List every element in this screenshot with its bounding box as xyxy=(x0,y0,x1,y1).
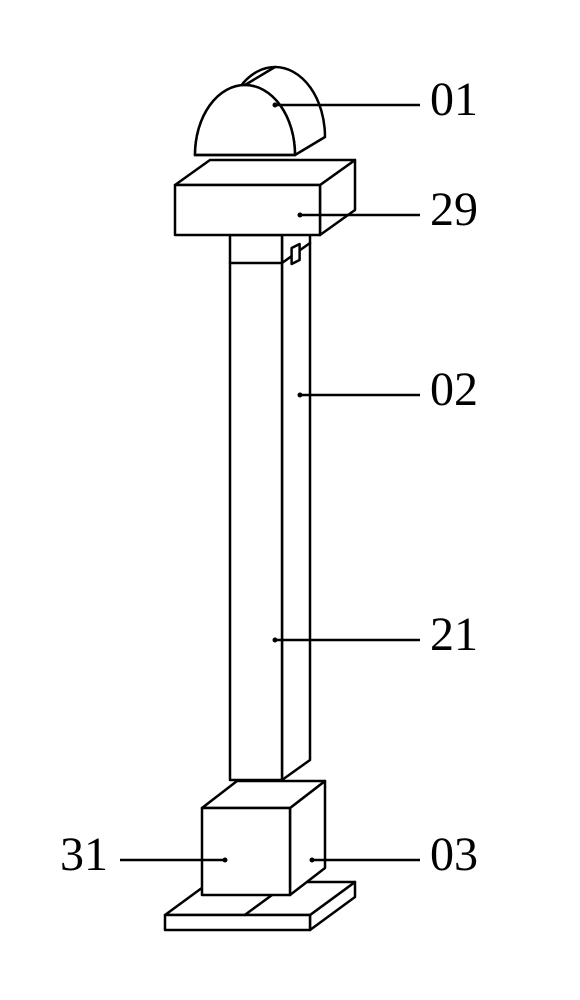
callout-label-21: 21 xyxy=(430,608,478,661)
technical-diagram: 01 29 02 21 03 31 xyxy=(0,0,580,1000)
callout-label-03: 03 xyxy=(430,828,478,881)
callout-label-01: 01 xyxy=(430,73,478,126)
callout-label-02: 02 xyxy=(430,363,478,416)
callout-label-31: 31 xyxy=(60,828,108,881)
callout-label-29: 29 xyxy=(430,183,478,236)
